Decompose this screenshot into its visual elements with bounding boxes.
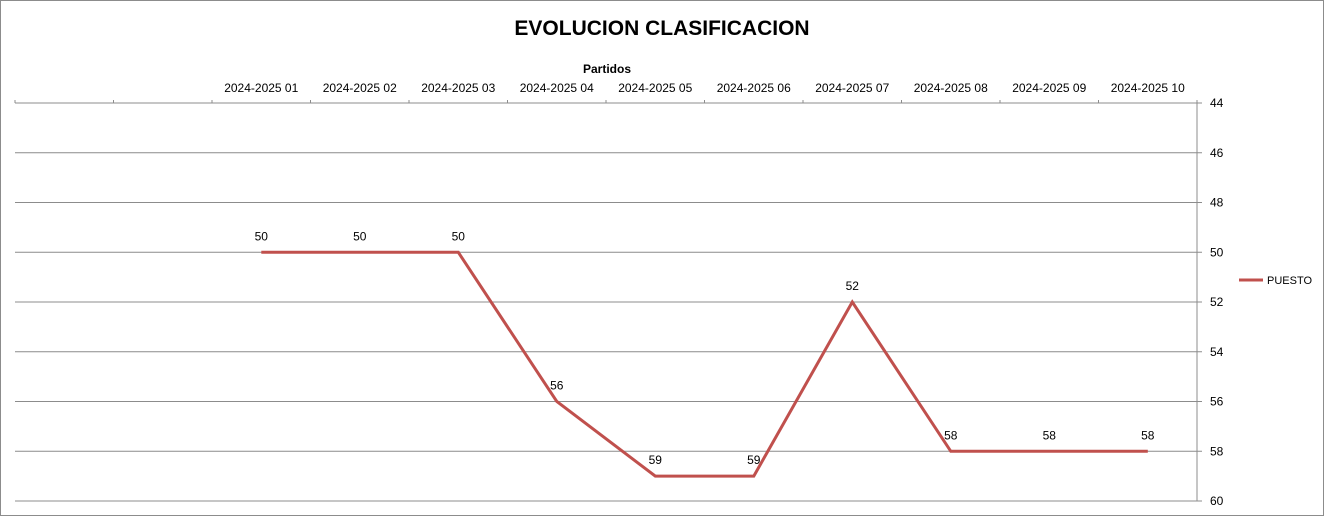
y-tick-label: 60 [1210,494,1224,508]
axes [14,100,1202,502]
data-label: 58 [1141,428,1155,442]
data-label: 50 [353,229,367,243]
x-axis-title: Partidos [583,62,631,76]
legend: PUESTO [1239,275,1312,287]
y-tick-label: 44 [1210,96,1224,110]
x-tick-label: 2024-2025 10 [1111,81,1185,95]
x-tick-label: 2024-2025 02 [323,81,397,95]
x-tick-label: 2024-2025 04 [520,81,594,95]
y-tick-label: 54 [1210,345,1224,359]
data-label: 50 [255,229,269,243]
data-label: 58 [1043,428,1057,442]
y-tick-label: 50 [1210,245,1224,259]
series-lines [261,250,1148,478]
y-tick-label: 52 [1210,295,1224,309]
data-label: 58 [944,428,958,442]
data-label: 50 [452,229,466,243]
legend-label: PUESTO [1267,275,1312,287]
y-tick-label: 58 [1210,444,1224,458]
x-tick-label: 2024-2025 01 [224,81,298,95]
x-tick-label: 2024-2025 08 [914,81,988,95]
x-tick-label: 2024-2025 03 [421,81,495,95]
y-tick-label: 48 [1210,196,1224,210]
y-tick-label: 46 [1210,146,1224,160]
x-tick-label: 2024-2025 09 [1012,81,1086,95]
data-label: 59 [649,453,663,467]
data-label: 59 [747,453,761,467]
data-labels: 50 50 50 56 59 59 52 58 58 58 [255,229,1155,467]
data-label: 52 [846,279,860,293]
y-tick-label: 56 [1210,395,1224,409]
x-tick-labels: 2024-2025 01 2024-2025 02 2024-2025 03 2024… [224,81,1185,95]
series-line-puesto [261,250,1148,478]
x-tick-label: 2024-2025 06 [717,81,791,95]
gridlines [15,102,1197,502]
data-label: 56 [550,379,564,393]
x-tick-label: 2024-2025 07 [815,81,889,95]
chart-title: EVOLUCION CLASIFICACION [514,17,809,40]
y-tick-labels: 44 46 48 50 52 54 56 58 60 [1210,96,1224,508]
x-tick-label: 2024-2025 05 [618,81,692,95]
